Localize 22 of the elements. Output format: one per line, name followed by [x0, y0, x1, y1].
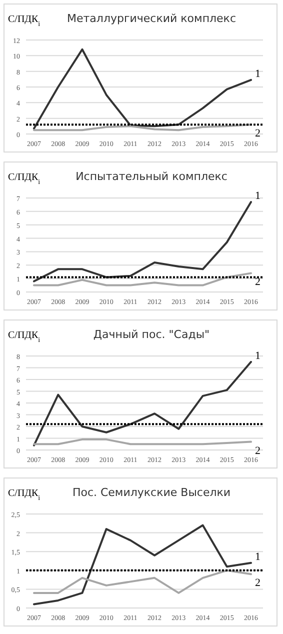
line-series	[33, 569, 252, 594]
line-series	[33, 201, 252, 282]
series-label: 1	[255, 68, 260, 80]
series-label: 2	[255, 128, 260, 140]
series-label: 1	[255, 190, 260, 202]
y-axis-title: С/ПДК$_{i}$	[8, 488, 40, 502]
chart-title: Испытательный комплекс	[76, 170, 228, 183]
y-axis-title: С/ПДК$_{i}$	[8, 330, 40, 344]
y-axis-title: С/ПДК$_{i}$	[8, 14, 40, 28]
series-label: 2	[255, 276, 260, 288]
line-series	[33, 524, 252, 606]
chart-title: Дачный пос. "Сады"	[93, 328, 210, 341]
line-series	[33, 272, 252, 286]
series-label: 2	[255, 444, 260, 457]
line-series	[33, 360, 252, 446]
series-label: 1	[255, 550, 260, 563]
chart-title: Пос. Семилукские Выселки	[72, 486, 231, 499]
line-series	[33, 48, 252, 130]
chart-title: Металлургический комплекс	[67, 12, 236, 25]
y-axis-title: С/ПДК$_{i}$	[8, 172, 40, 186]
series-label: 1	[255, 350, 260, 362]
series-label: 2	[255, 577, 260, 590]
